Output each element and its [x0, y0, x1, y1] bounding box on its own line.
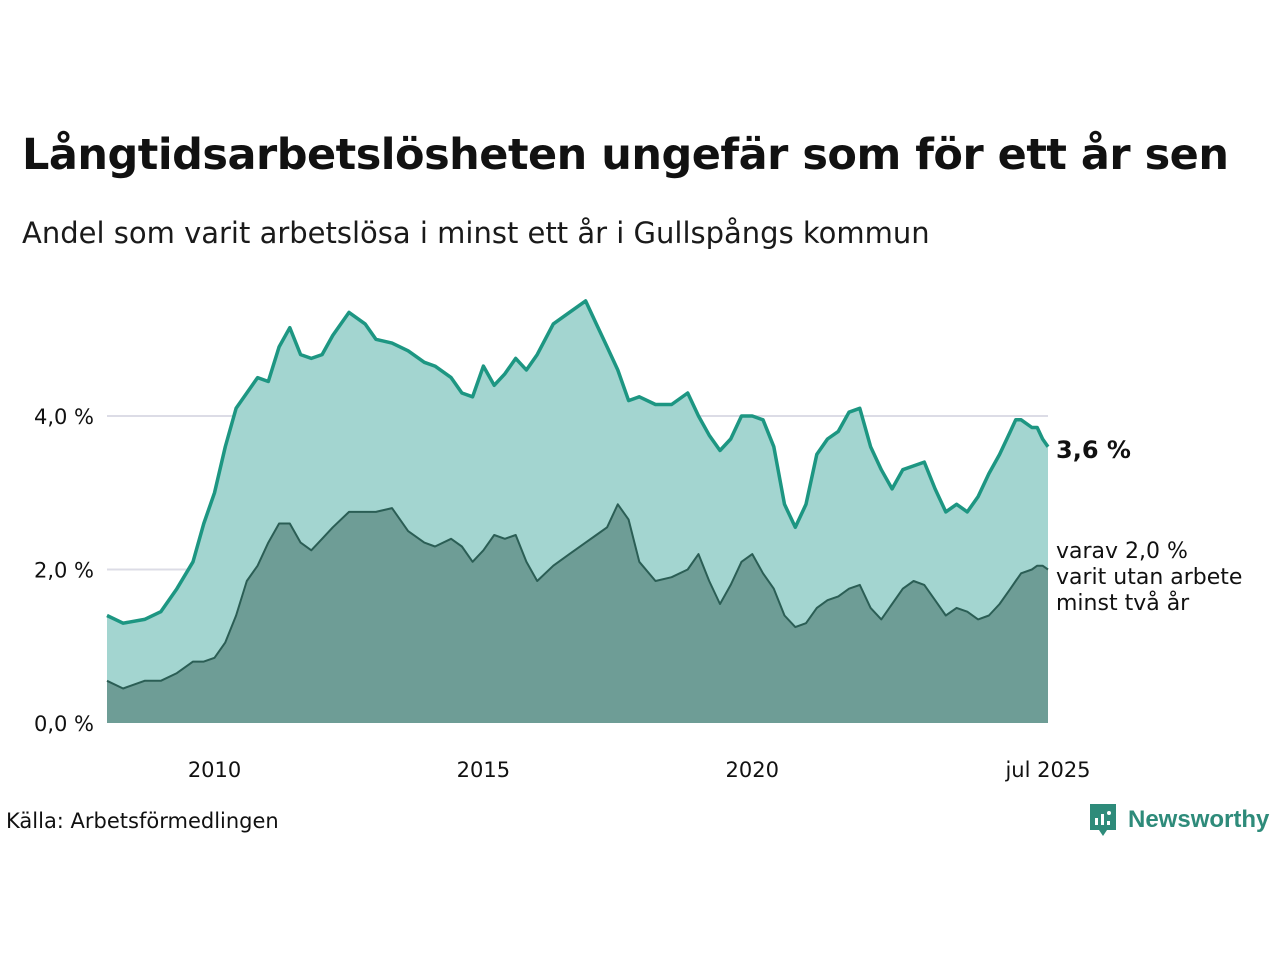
chart-subtitle: Andel som varit arbetslösa i minst ett å…: [22, 216, 930, 250]
end-label-two-year: varav 2,0 % varit utan arbete minst två år: [1056, 539, 1242, 616]
end-label-long-term: 3,6 %: [1056, 436, 1131, 464]
series-lines: [106, 299, 1050, 690]
y-tick-label: 2,0 %: [34, 559, 94, 583]
series-line-two_year: [106, 503, 1049, 690]
end-label-line: varit utan arbete: [1056, 565, 1242, 590]
series-end-labels: 3,6 % varav 2,0 % varit utan arbete minst t…: [1056, 436, 1242, 616]
end-label-line: minst två år: [1056, 590, 1190, 616]
brand-logo: Newsworthy: [1088, 802, 1269, 838]
brand-name: Newsworthy: [1128, 806, 1270, 833]
y-tick-label: 4,0 %: [34, 405, 94, 429]
x-tick-label: jul 2025: [1004, 758, 1090, 782]
chart-title: Långtidsarbetslösheten ungefär som för e…: [22, 130, 1229, 180]
series-area-two_year: [107, 504, 1048, 723]
series-areas: [107, 300, 1048, 723]
end-label-line: varav 2,0 %: [1056, 539, 1188, 564]
y-axis-ticks: 0,0 % 2,0 % 4,0 %: [34, 405, 94, 736]
y-tick-label: 0,0 %: [34, 712, 94, 736]
newsworthy-logo-icon: [1090, 804, 1116, 836]
x-tick-label: 2010: [188, 758, 241, 782]
x-axis-ticks: 2010 2015 2020 jul 2025: [188, 758, 1091, 782]
x-tick-label: 2015: [457, 758, 510, 782]
x-tick-label: 2020: [726, 758, 779, 782]
series-line-long_term: [106, 299, 1050, 625]
source-note: Källa: Arbetsförmedlingen: [6, 809, 279, 833]
